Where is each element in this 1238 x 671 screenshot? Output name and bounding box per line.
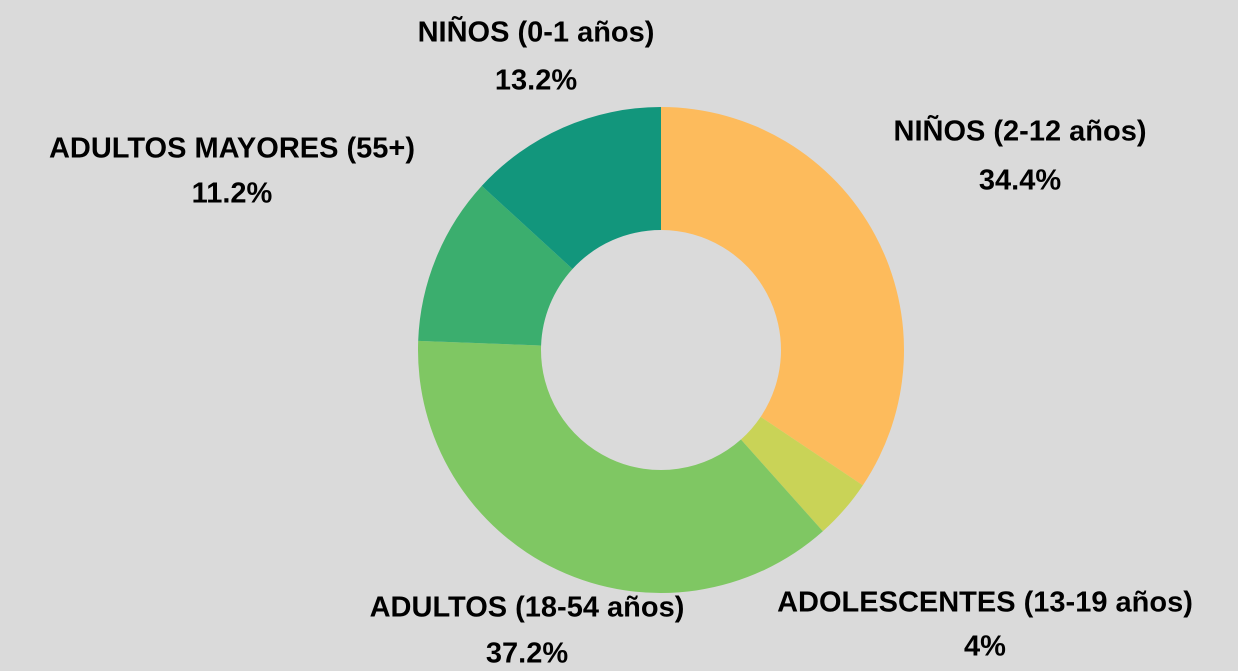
donut-slice: [481, 107, 661, 269]
slice-label: ADULTOS MAYORES (55+): [49, 133, 415, 165]
slice-label: ADOLESCENTES (13-19 años): [777, 587, 1193, 619]
donut-slice: [418, 340, 823, 593]
slice-value-label: 37.2%: [486, 638, 568, 670]
slice-value-label: 34.4%: [979, 165, 1061, 197]
donut-slice: [418, 185, 573, 346]
donut-slice: [661, 107, 904, 486]
slice-label: NIÑOS (2-12 años): [894, 114, 1147, 148]
donut-slice: [740, 416, 863, 532]
slice-value-label: 13.2%: [495, 65, 577, 97]
slice-value-label: 4%: [964, 631, 1006, 663]
slice-label: NIÑOS (0-1 años): [418, 15, 655, 49]
slice-label: ADULTOS (18-54 años): [370, 592, 685, 624]
slice-value-label: 11.2%: [192, 178, 273, 210]
